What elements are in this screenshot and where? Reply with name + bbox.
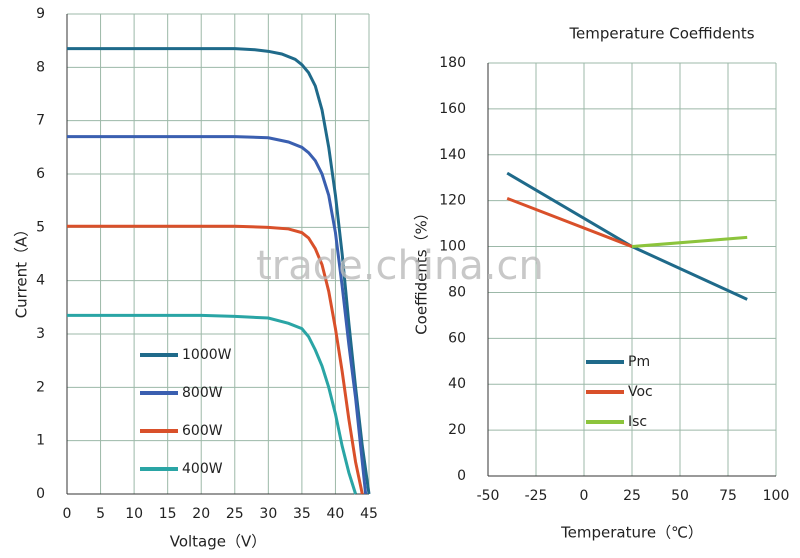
x-tick-label: 30 xyxy=(259,506,277,522)
chart-title: Temperature Coeffidents xyxy=(568,25,754,43)
y-tick-label: 5 xyxy=(36,219,45,235)
y-tick-label: 120 xyxy=(439,193,466,209)
series-line xyxy=(67,224,364,495)
x-tick-label: 0 xyxy=(63,506,72,522)
y-tick-label: 20 xyxy=(448,422,466,438)
watermark: trade.china.cn xyxy=(256,243,544,289)
series-line xyxy=(67,47,371,495)
x-tick-label: 15 xyxy=(159,506,177,522)
legend-label: 800W xyxy=(182,385,223,401)
x-tick-label: 0 xyxy=(580,488,589,504)
y-tick-label: 80 xyxy=(448,284,466,300)
y-tick-label: 100 xyxy=(439,239,466,255)
legend-label: 400W xyxy=(182,461,223,477)
x-axis-label: Voltage（V） xyxy=(170,533,267,551)
x-tick-label: 10 xyxy=(125,506,143,522)
y-tick-label: 6 xyxy=(36,166,45,182)
y-tick-label: 9 xyxy=(36,6,45,22)
x-tick-label: 5 xyxy=(96,506,105,522)
legend-label: 600W xyxy=(182,423,223,439)
y-tick-label: 60 xyxy=(448,330,466,346)
x-tick-label: 100 xyxy=(763,488,790,504)
y-tick-label: 160 xyxy=(439,101,466,117)
y-axis-label: Current（A） xyxy=(13,222,31,319)
y-axis-label: Coeffidents（%） xyxy=(413,205,431,335)
legend-label: Isc xyxy=(628,414,647,430)
legend-label: Voc xyxy=(628,384,653,400)
x-tick-label: 40 xyxy=(327,506,345,522)
x-tick-label: 75 xyxy=(719,488,737,504)
x-tick-label: 20 xyxy=(192,506,210,522)
y-tick-label: 1 xyxy=(36,433,45,449)
x-axis-label: Temperature（℃） xyxy=(560,524,703,542)
series-line xyxy=(67,135,368,495)
y-tick-label: 4 xyxy=(36,273,45,289)
x-tick-label: 25 xyxy=(623,488,641,504)
x-tick-label: 25 xyxy=(226,506,244,522)
y-tick-label: 8 xyxy=(36,59,45,75)
y-tick-label: 2 xyxy=(36,379,45,395)
legend-label: 1000W xyxy=(182,347,232,363)
y-tick-label: 7 xyxy=(36,113,45,129)
x-tick-label: 45 xyxy=(360,506,378,522)
series-line xyxy=(506,196,633,248)
x-tick-label: -25 xyxy=(525,488,548,504)
y-tick-label: 0 xyxy=(457,468,466,484)
series-line xyxy=(506,171,748,301)
y-tick-label: 0 xyxy=(36,486,45,502)
y-tick-label: 180 xyxy=(439,55,466,71)
legend-label: Pm xyxy=(628,354,650,370)
series-line xyxy=(67,313,358,495)
y-tick-label: 40 xyxy=(448,376,466,392)
y-tick-label: 3 xyxy=(36,326,45,342)
series-line xyxy=(631,235,748,249)
x-tick-label: -50 xyxy=(477,488,500,504)
x-tick-label: 50 xyxy=(671,488,689,504)
x-tick-label: 35 xyxy=(293,506,311,522)
y-tick-label: 140 xyxy=(439,147,466,163)
